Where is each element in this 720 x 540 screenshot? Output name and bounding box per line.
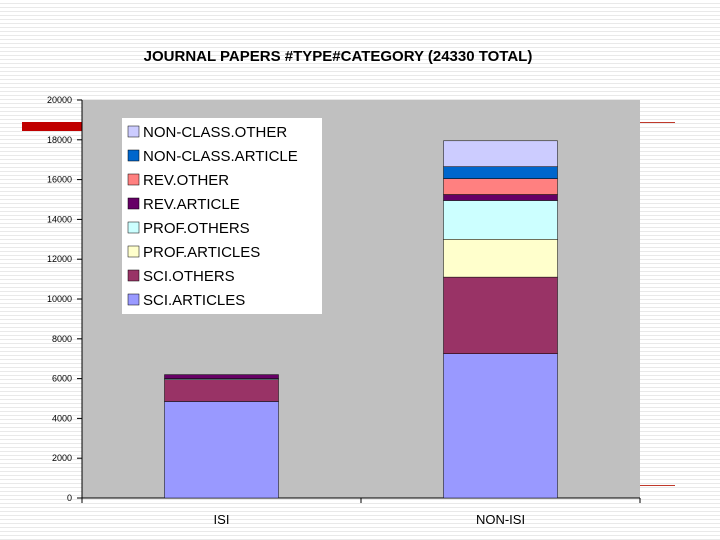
legend-swatch [127, 221, 140, 234]
legend-label: REV.ARTICLE [143, 196, 240, 213]
y-tick-label: 14000 [47, 214, 72, 224]
legend-box [122, 118, 322, 314]
y-tick-label: 10000 [47, 294, 72, 304]
bar-segment [443, 239, 558, 278]
bar-segment [443, 200, 558, 240]
x-axis-labels: ISI NON-ISI [81, 498, 641, 527]
y-tick-label: 2000 [52, 453, 72, 463]
y-tick-label: 0 [67, 493, 72, 503]
legend-swatch [127, 149, 140, 162]
bar-segment [443, 194, 558, 201]
legend-swatch [127, 269, 140, 282]
bar-segment [443, 353, 558, 499]
legend-swatch [127, 197, 140, 210]
bar-segment [443, 140, 558, 167]
bar-segment [443, 178, 558, 195]
y-axis-ticks: 0 2000 4000 6000 8000 10000 12000 14000 16000 180… [47, 95, 82, 503]
legend-label: REV.OTHER [143, 172, 229, 189]
legend-label: NON-CLASS.ARTICLE [143, 148, 298, 165]
bar-segment [443, 276, 558, 354]
legend: NON-CLASS.OTHER NON-CLASS.ARTICLE REV.OTHE… [122, 118, 322, 314]
y-tick-label: 8000 [52, 334, 72, 344]
legend-swatch [127, 125, 140, 138]
legend-swatch [127, 245, 140, 258]
y-tick-label: 12000 [47, 254, 72, 264]
legend-swatch [127, 293, 140, 306]
x-category-label: NON-ISI [476, 512, 525, 527]
legend-swatch [127, 173, 140, 186]
bar-segment [164, 401, 279, 499]
y-tick-label: 20000 [47, 95, 72, 105]
bar-segment [164, 379, 279, 402]
y-tick-label: 18000 [47, 135, 72, 145]
y-tick-label: 4000 [52, 413, 72, 423]
chart-title: JOURNAL PAPERS #TYPE#CATEGORY (24330 TOT… [144, 48, 533, 65]
legend-label: NON-CLASS.OTHER [143, 124, 287, 141]
bars [164, 140, 558, 499]
decorative-red-line-top [640, 122, 675, 123]
decorative-red-bar [22, 122, 84, 131]
decorative-red-line-bottom [640, 485, 675, 486]
y-tick-label: 6000 [52, 374, 72, 384]
bar-segment [443, 166, 558, 179]
y-tick-label: 16000 [47, 175, 72, 185]
legend-label: SCI.OTHERS [143, 268, 235, 285]
legend-label: PROF.ARTICLES [143, 244, 260, 261]
legend-label: PROF.OTHERS [143, 220, 250, 237]
legend-label: SCI.ARTICLES [143, 292, 245, 309]
x-category-label: ISI [214, 512, 230, 527]
bar-segment [164, 374, 279, 379]
